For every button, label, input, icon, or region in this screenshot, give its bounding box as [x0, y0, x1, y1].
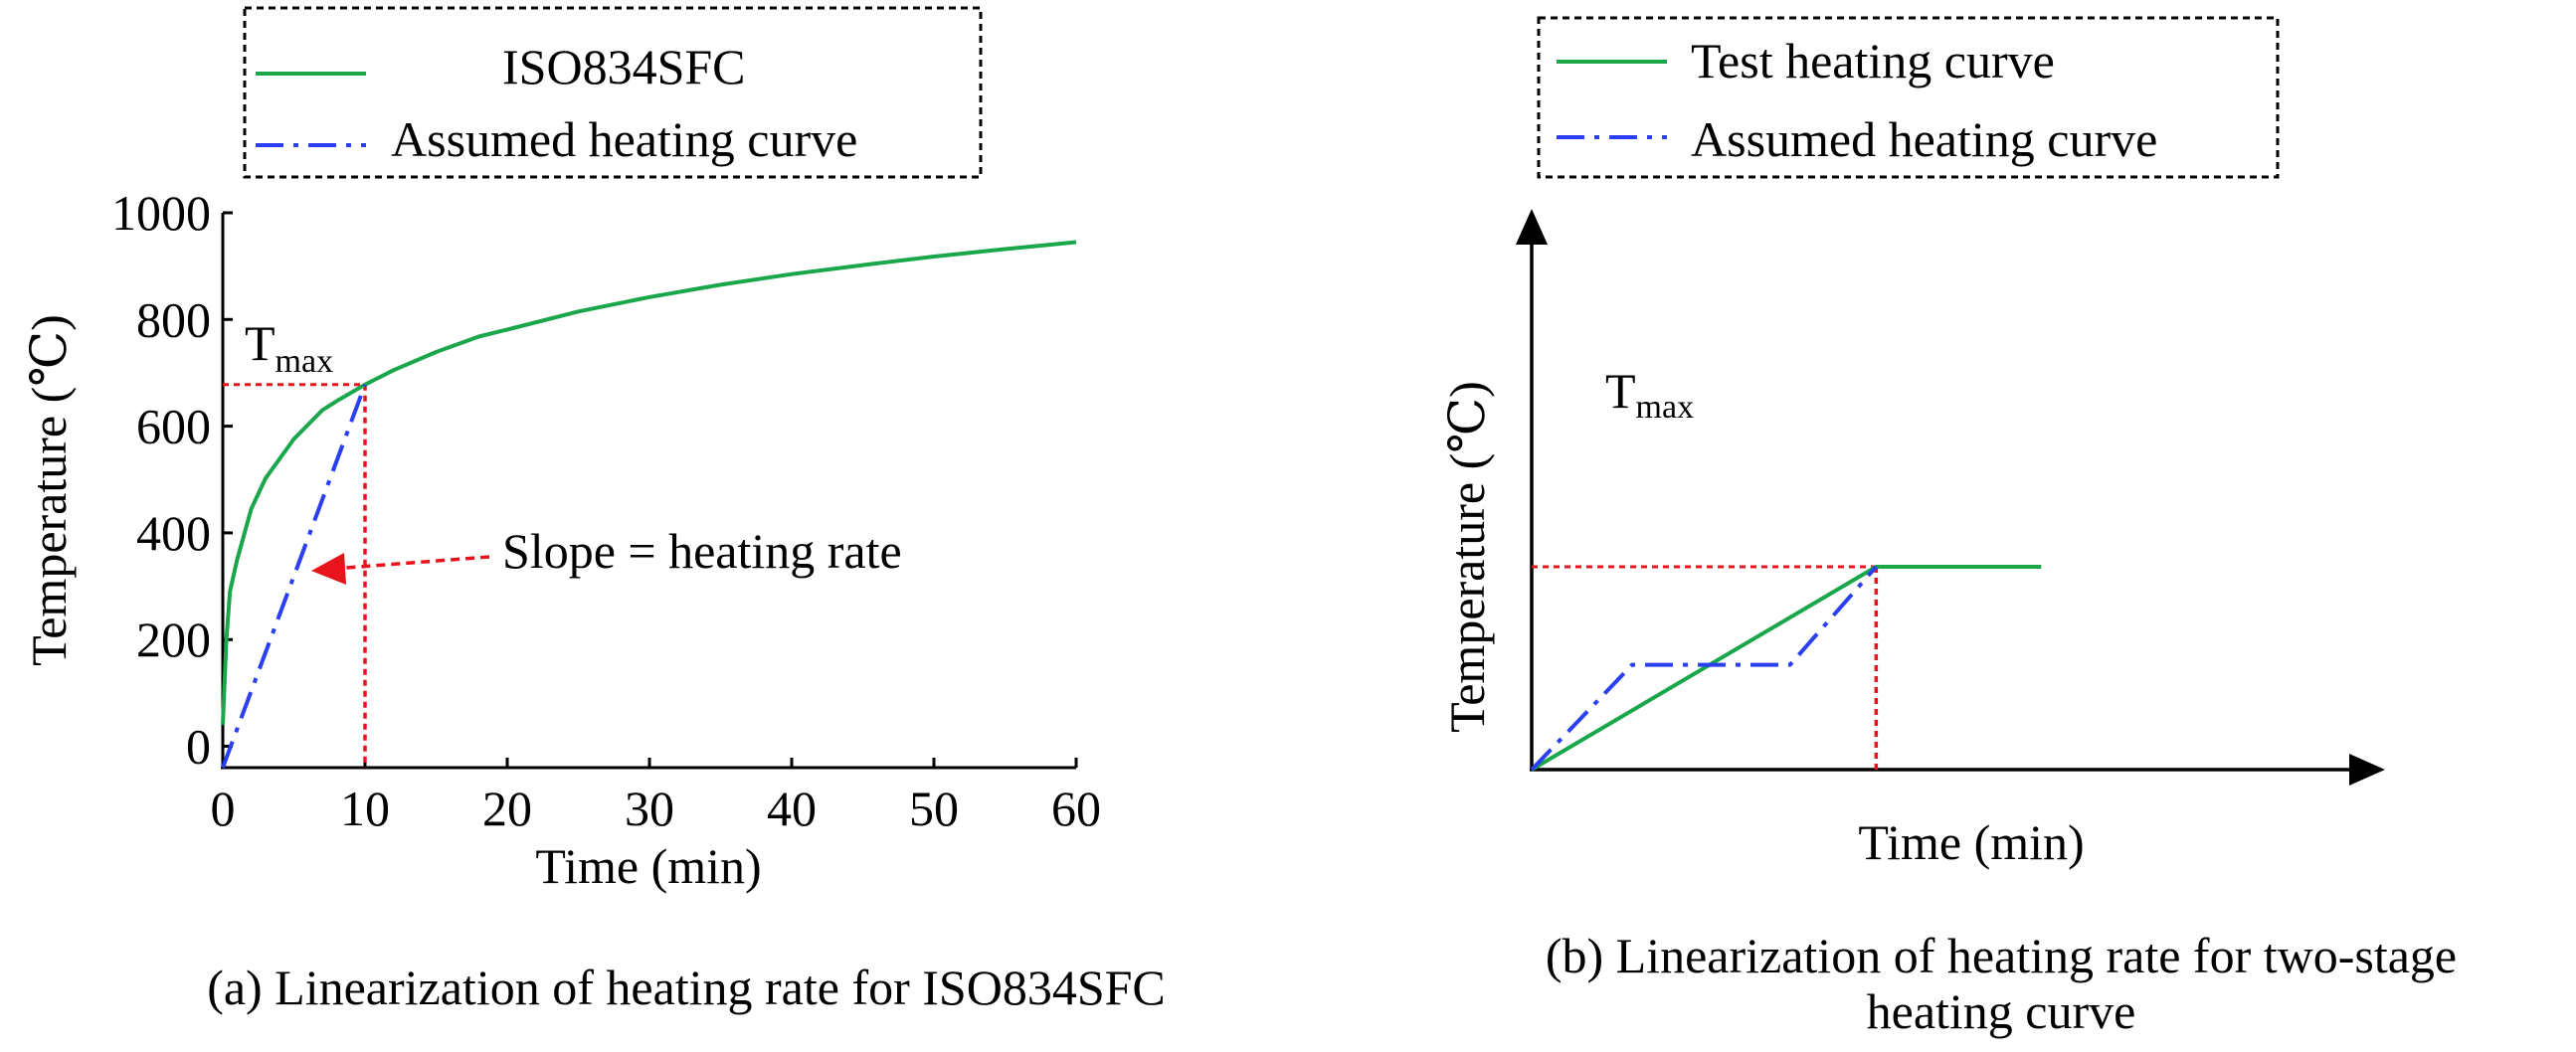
series-b-0-line — [1530, 565, 2042, 772]
y-axis-arrowhead-b — [1516, 209, 1548, 245]
x-axis-label-b: Time (min) — [1858, 814, 2084, 870]
y-tick-label-a-3: 600 — [136, 399, 211, 454]
x-tick-label-a-1: 10 — [340, 781, 390, 836]
y-tick-label-a-4: 800 — [136, 291, 211, 347]
caption-a: (a) Linearization of heating rate for IS… — [207, 960, 1166, 1015]
x-tick-label-a-3: 30 — [625, 781, 674, 836]
x-tick-label-a-5: 50 — [909, 781, 959, 836]
x-ticks-a: 0 10 20 30 40 50 60 — [211, 758, 1101, 836]
x-axis-label-a: Time (min) — [535, 838, 761, 894]
y-ticks-a: 0 200 400 600 800 1000 — [111, 185, 233, 775]
legend-box-a — [243, 6, 983, 179]
x-tick-label-a-2: 20 — [482, 781, 532, 836]
x-tick-label-a-4: 40 — [767, 781, 817, 836]
panel-a: ISO834SFC Assumed heating curve 0 10 20 30 4… — [21, 6, 1166, 1015]
slope-arrowhead — [311, 553, 346, 585]
legend-b-label-1: Assumed heating curve — [1691, 111, 2157, 167]
y-tick-label-a-2: 400 — [136, 505, 211, 561]
legend-a-label-1: Assumed heating curve — [391, 111, 857, 167]
caption-b-line-2: heating curve — [1867, 983, 2136, 1039]
tmax-label-b: Tmax — [1605, 363, 1694, 426]
y-axis-label-b: Temperature (℃) — [1439, 381, 1495, 733]
panel-b: Test heating curve Assumed heating curve… — [1439, 16, 2457, 1039]
slope-arrow — [332, 555, 490, 571]
plot-area-b — [1530, 565, 2042, 772]
series-a-0-line — [221, 240, 1077, 726]
legend-box-b — [1537, 16, 2280, 179]
caption-b-line-1: (b) Linearization of heating rate for tw… — [1546, 928, 2457, 983]
x-axis-arrowhead-b — [2349, 754, 2385, 786]
y-tick-label-a-1: 200 — [136, 612, 211, 667]
legend-b-label-0: Test heating curve — [1691, 33, 2055, 88]
legend-a-label-0: ISO834SFC — [502, 39, 746, 94]
x-tick-label-a-6: 60 — [1051, 781, 1101, 836]
plot-area-a — [221, 240, 1077, 769]
x-tick-label-a-0: 0 — [211, 781, 236, 836]
y-axis-label-a: Temperature (℃) — [21, 314, 77, 666]
tmax-label-a: Tmax — [245, 315, 333, 380]
slope-annotation: Slope = heating rate — [502, 523, 902, 579]
y-tick-label-a-0: 0 — [186, 719, 211, 775]
series-a-1-line — [221, 384, 367, 769]
y-tick-label-a-5: 1000 — [111, 185, 211, 241]
series-b-1-line — [1530, 565, 1878, 772]
